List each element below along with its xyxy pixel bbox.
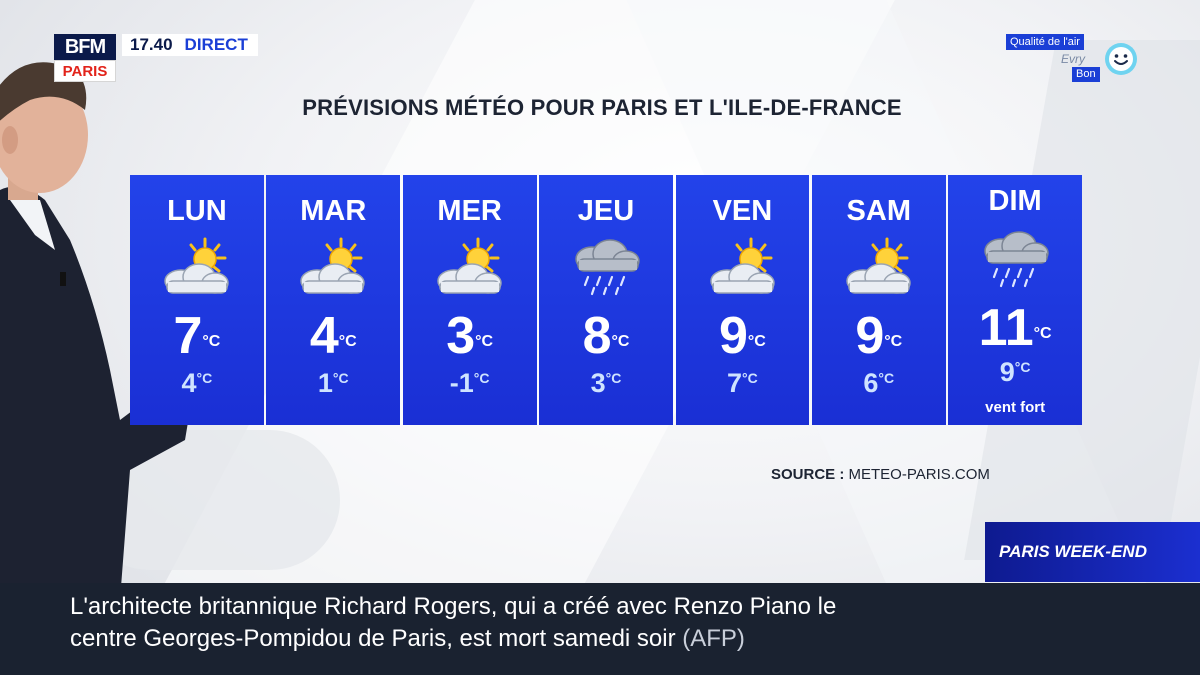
degree-unit: °C bbox=[605, 370, 622, 386]
max-temperature: 9°C bbox=[812, 310, 946, 362]
logo-subtext: PARIS bbox=[54, 60, 116, 82]
degree-unit: °C bbox=[196, 370, 213, 386]
news-ticker: L'architecte britannique Richard Rogers,… bbox=[0, 583, 1200, 675]
max-temperature: 3°C bbox=[403, 310, 537, 362]
program-tag: PARIS WEEK-END bbox=[985, 522, 1200, 582]
rain-cloud-icon bbox=[566, 237, 646, 299]
day-name: MER bbox=[437, 195, 502, 227]
day-name: MAR bbox=[300, 195, 367, 227]
max-temperature-value: 3 bbox=[446, 307, 476, 365]
min-temperature-value: 3 bbox=[590, 368, 606, 398]
max-temperature-value: 8 bbox=[582, 307, 612, 365]
smiley-icon bbox=[1105, 43, 1137, 75]
sun-behind-cloud-icon bbox=[839, 237, 919, 299]
degree-unit: °C bbox=[1014, 359, 1031, 375]
sun-behind-cloud-icon bbox=[293, 237, 373, 299]
live-bar: 17.40 DIRECT bbox=[122, 34, 258, 56]
ticker-line-2: centre Georges-Pompidou de Paris, est mo… bbox=[70, 625, 745, 653]
forecast-day-sam: SAM 9°C 6°C bbox=[811, 175, 946, 425]
air-quality-city: Evry bbox=[1061, 52, 1085, 66]
degree-unit: °C bbox=[202, 333, 221, 350]
source-label: SOURCE : bbox=[771, 466, 845, 483]
min-temperature-value: 6 bbox=[863, 368, 879, 398]
min-temperature-value: 4 bbox=[181, 368, 197, 398]
max-temperature: 11°C bbox=[948, 302, 1082, 354]
air-quality-widget: Qualité de l'air Evry Bon bbox=[1006, 34, 1141, 84]
forecast-day-mer: MER 3°C -1°C bbox=[402, 175, 537, 425]
air-quality-status: Bon bbox=[1072, 67, 1100, 82]
rain-cloud-icon bbox=[975, 229, 1055, 291]
degree-unit: °C bbox=[747, 333, 766, 350]
forecast-day-mar: MAR 4°C 1°C bbox=[266, 175, 401, 425]
min-temperature: 3°C bbox=[539, 368, 673, 399]
forecast-title: PRÉVISIONS MÉTÉO POUR PARIS ET L'ILE-DE-… bbox=[302, 95, 902, 120]
day-name: LUN bbox=[167, 195, 227, 227]
min-temperature-value: 7 bbox=[727, 368, 743, 398]
degree-unit: °C bbox=[742, 370, 758, 386]
max-temperature: 9°C bbox=[676, 310, 810, 362]
max-temperature-value: 11 bbox=[978, 299, 1034, 357]
day-name: JEU bbox=[577, 195, 635, 227]
min-temperature: -1°C bbox=[403, 368, 537, 399]
ticker-text: centre Georges-Pompidou de Paris, est mo… bbox=[70, 625, 676, 652]
sun-behind-cloud-icon bbox=[703, 237, 783, 299]
forecast-day-lun: LUN 7°C 4°C bbox=[130, 175, 264, 425]
degree-unit: °C bbox=[878, 370, 895, 386]
degree-unit: °C bbox=[475, 333, 494, 350]
min-temperature: 7°C bbox=[676, 368, 810, 399]
min-temperature: 6°C bbox=[812, 368, 946, 399]
max-temperature-value: 4 bbox=[309, 307, 339, 365]
clock: 17.40 bbox=[122, 34, 181, 56]
degree-unit: °C bbox=[1033, 325, 1052, 342]
max-temperature: 8°C bbox=[539, 310, 673, 362]
forecast-panels: LUN 7°C 4°C MAR 4°C 1°C MER 3°C -1°C JEU 8°C 3°C VEN… bbox=[130, 175, 1083, 425]
max-temperature-value: 7 bbox=[173, 307, 203, 365]
day-name: DIM bbox=[988, 185, 1042, 217]
forecast-day-ven: VEN 9°C 7°C bbox=[675, 175, 810, 425]
forecast-day-dim: DIM 11°C 9°C vent fort bbox=[948, 175, 1083, 425]
weather-note: vent fort bbox=[985, 399, 1046, 416]
max-temperature-value: 9 bbox=[718, 307, 748, 365]
min-temperature-value: 1 bbox=[317, 368, 333, 398]
channel-logo: BFM PARIS bbox=[54, 34, 116, 82]
live-label: DIRECT bbox=[180, 34, 258, 56]
ticker-line-1: L'architecte britannique Richard Rogers,… bbox=[70, 593, 837, 620]
min-temperature-value: -1 bbox=[449, 368, 474, 398]
degree-unit: °C bbox=[332, 370, 349, 386]
day-name: SAM bbox=[846, 195, 911, 227]
source-credit: SOURCE : METEO-PARIS.COM bbox=[771, 466, 990, 483]
source-value: METEO-PARIS.COM bbox=[848, 466, 990, 483]
program-tag-label: PARIS WEEK-END bbox=[999, 542, 1147, 561]
max-temperature: 7°C bbox=[130, 310, 264, 362]
degree-unit: °C bbox=[611, 333, 630, 350]
max-temperature-value: 9 bbox=[855, 307, 885, 365]
degree-unit: °C bbox=[884, 333, 903, 350]
min-temperature: 4°C bbox=[130, 368, 264, 399]
sun-behind-cloud-icon bbox=[157, 237, 237, 299]
min-temperature: 1°C bbox=[266, 368, 400, 399]
min-temperature-value: 9 bbox=[999, 357, 1015, 387]
degree-unit: °C bbox=[473, 370, 490, 386]
min-temperature: 9°C bbox=[948, 357, 1082, 388]
max-temperature: 4°C bbox=[266, 310, 400, 362]
sun-behind-cloud-icon bbox=[430, 237, 510, 299]
degree-unit: °C bbox=[338, 333, 357, 350]
ticker-agency: (AFP) bbox=[682, 625, 745, 652]
logo-text: BFM bbox=[54, 34, 116, 60]
forecast-day-jeu: JEU 8°C 3°C bbox=[539, 175, 673, 425]
day-name: VEN bbox=[712, 195, 773, 227]
air-quality-title: Qualité de l'air bbox=[1006, 34, 1084, 50]
